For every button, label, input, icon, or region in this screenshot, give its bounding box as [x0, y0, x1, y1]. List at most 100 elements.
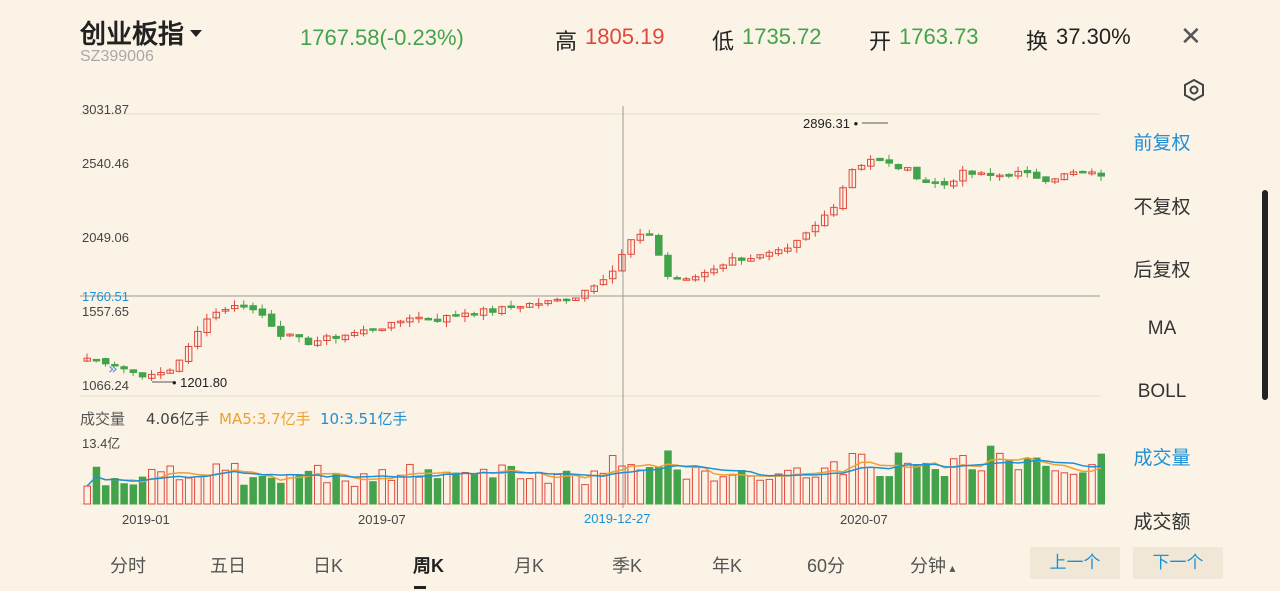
y-tick-label: 1557.65: [82, 304, 129, 319]
volume-bar: [950, 458, 958, 505]
volume-bar: [203, 474, 211, 505]
candle-body: [737, 257, 746, 261]
candle-body: [129, 369, 138, 373]
open-value: 1763.73: [899, 24, 979, 49]
kline-chart[interactable]: 3031.87 2540.46 2049.06 1557.65 1066.24 13.4亿…: [0, 96, 1110, 536]
candle-body: [101, 358, 110, 365]
candle-body: [581, 289, 589, 299]
volume-bar: [562, 470, 571, 505]
volume-bar: [1088, 464, 1096, 505]
candle-body: [166, 369, 174, 374]
volume-bar: [885, 476, 893, 505]
candle-body: [922, 179, 930, 184]
volume-bar: [1097, 453, 1105, 505]
volume-bar: [894, 452, 903, 505]
candle-body: [848, 169, 857, 189]
volume-bar: [820, 467, 829, 505]
volume-bar: [498, 464, 506, 505]
adj-none-option[interactable]: 不复权: [1133, 196, 1191, 218]
volume-bar: [470, 473, 479, 505]
volume-bar: [424, 469, 433, 505]
volume-bar: [608, 455, 617, 505]
candle-body: [406, 317, 414, 323]
tab-2[interactable]: 日K: [313, 556, 344, 576]
tab-7[interactable]: 60分: [807, 556, 846, 576]
candle-body: [572, 297, 580, 301]
boll-indicator-option[interactable]: BOLL: [1137, 381, 1187, 402]
candle-body: [350, 332, 359, 336]
candle-body: [313, 340, 322, 346]
candle-body: [1069, 171, 1078, 175]
candle-body: [443, 314, 451, 323]
volume-bar: [793, 467, 801, 505]
crosshair-date-label: 2019-12-27: [584, 511, 651, 526]
scroll-left-chevron-icon: »: [108, 359, 118, 378]
index-title[interactable]: 创业板指: [80, 14, 203, 51]
active-tab-underline: [414, 586, 426, 589]
amount-indicator-option[interactable]: 成交额: [1133, 511, 1191, 533]
adj-back-option[interactable]: 后复权: [1133, 259, 1191, 281]
x-tick-label: 2019-07: [358, 512, 406, 527]
volume-bar: [221, 469, 230, 505]
volume-bar: [249, 477, 257, 505]
index-code: SZ399006: [80, 48, 154, 65]
tab-4[interactable]: 月K: [514, 556, 545, 576]
next-button[interactable]: 下一个: [1133, 547, 1223, 579]
volume-bar: [857, 453, 866, 505]
volume-bar: [516, 478, 525, 505]
candle-body: [525, 303, 534, 308]
candle-body: [710, 268, 718, 274]
candle-body: [507, 305, 516, 308]
candle-body: [959, 169, 967, 182]
volume-bar: [940, 475, 949, 505]
prev-button[interactable]: 上一个: [1030, 547, 1120, 579]
ma-indicator-option[interactable]: MA: [1147, 318, 1177, 339]
candle-body: [765, 251, 774, 257]
tab-6[interactable]: 年K: [712, 556, 743, 576]
volume-bar: [996, 452, 1004, 505]
candle-body: [562, 298, 571, 302]
volume-bar: [959, 455, 967, 505]
candle-body: [655, 234, 663, 256]
close-icon[interactable]: ✕: [1180, 22, 1202, 52]
volume-max-label: 13.4亿: [82, 436, 120, 451]
tab-0[interactable]: 分时: [110, 556, 146, 576]
tab-8[interactable]: 分钟 ▴: [910, 556, 956, 576]
candle-body: [820, 214, 829, 227]
volume-bar: [111, 478, 119, 505]
volume-indicator-option[interactable]: 成交量: [1133, 447, 1191, 469]
volume-bar: [1032, 457, 1041, 505]
candle-body: [664, 254, 672, 277]
candle-body: [433, 318, 442, 322]
adj-front-option[interactable]: 前复权: [1133, 132, 1191, 154]
volume-bar: [378, 469, 386, 505]
candle-body: [774, 249, 783, 255]
low-stat: 低 1735.72: [712, 24, 822, 56]
y-tick-label: 2540.46: [82, 156, 129, 171]
sidebar-scrollbar[interactable]: [1262, 190, 1268, 400]
candle-body: [986, 172, 995, 176]
volume-bar: [120, 483, 128, 505]
minute-caret-icon: ▴: [946, 561, 956, 575]
volume-label: 成交量: [80, 410, 126, 428]
candle-body: [175, 359, 184, 372]
crosshair-date-bg: [581, 509, 665, 527]
candle-body: [323, 335, 331, 342]
volume-bar: [129, 484, 138, 505]
candle-body: [747, 258, 755, 262]
volume-bar: [360, 473, 368, 505]
candlestick-series: [83, 154, 1105, 381]
candle-body: [535, 303, 543, 306]
tab-3[interactable]: 周K: [413, 556, 444, 576]
tab-1[interactable]: 五日: [210, 556, 246, 576]
volume-bar: [166, 465, 174, 505]
candle-body: [968, 170, 976, 175]
dropdown-caret-icon[interactable]: [190, 30, 203, 37]
candle-body: [516, 306, 525, 309]
tab-5[interactable]: 季K: [612, 556, 643, 576]
settings-hexagon-icon[interactable]: [1182, 78, 1206, 102]
volume-bar: [830, 461, 838, 505]
volume-bar: [396, 474, 405, 505]
volume-bar: [986, 445, 995, 505]
volume-ma10: 10:3.51亿手: [320, 410, 408, 428]
